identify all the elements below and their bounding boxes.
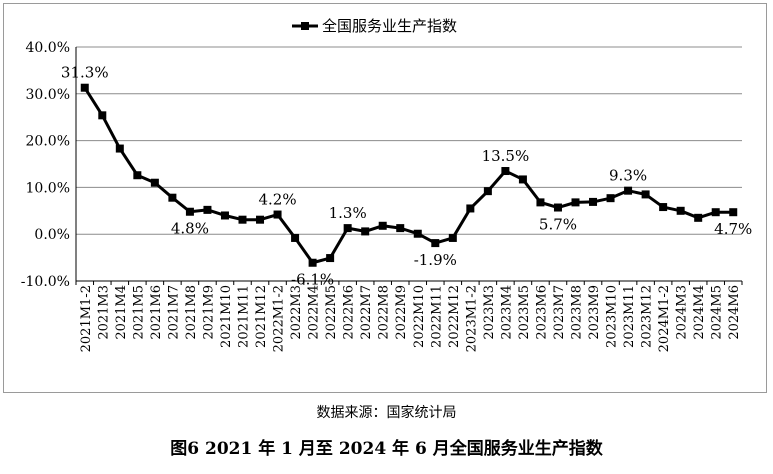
data-point bbox=[694, 213, 703, 222]
data-point bbox=[501, 167, 510, 176]
data-source: 数据来源：国家统计局 bbox=[316, 405, 457, 421]
data-label: 9.3% bbox=[609, 167, 647, 185]
x-tick-label: 2023M12 bbox=[640, 285, 655, 348]
x-tick-label: 2022M8 bbox=[377, 285, 392, 340]
y-tick-label: 30.0% bbox=[26, 87, 70, 103]
data-point bbox=[431, 239, 440, 248]
data-point bbox=[659, 203, 668, 212]
data-point bbox=[553, 203, 562, 212]
data-point bbox=[448, 233, 457, 242]
data-label: -6.1% bbox=[291, 271, 334, 289]
y-tick-label: 10.0% bbox=[26, 180, 70, 196]
x-tick-label: 2024M4 bbox=[692, 285, 707, 340]
data-point bbox=[203, 205, 212, 214]
x-tick-label: 2021M4 bbox=[114, 285, 129, 340]
line-chart: -10.0%0.0%10.0%20.0%30.0%40.0%2021M1-2 20… bbox=[21, 17, 753, 352]
data-point bbox=[571, 198, 580, 207]
x-tick-label: 2023M5 bbox=[517, 285, 532, 340]
data-label: 4.2% bbox=[258, 191, 296, 209]
data-point bbox=[291, 233, 300, 242]
x-tick-label: 2023M4 bbox=[499, 285, 514, 340]
x-tick-label: 2023M7 bbox=[552, 285, 567, 340]
data-point bbox=[273, 210, 282, 219]
x-tick-label: 2024M6 bbox=[727, 285, 742, 340]
x-tick-label: 2023M8 bbox=[570, 285, 585, 340]
data-point bbox=[308, 258, 317, 267]
x-tick-label: 2023M10 bbox=[605, 285, 620, 348]
data-point bbox=[256, 215, 265, 224]
data-point bbox=[361, 227, 370, 236]
data-point bbox=[518, 175, 527, 184]
data-point bbox=[641, 190, 650, 199]
data-point bbox=[80, 83, 89, 92]
x-tick-label: 2024M5 bbox=[710, 285, 725, 340]
x-tick-label: 2024M3 bbox=[675, 285, 690, 340]
data-label: 31.3% bbox=[61, 64, 109, 82]
data-point bbox=[168, 193, 177, 202]
data-label: 4.8% bbox=[171, 220, 209, 238]
x-tick-label: 2021M10 bbox=[219, 285, 234, 348]
data-label: 5.7% bbox=[539, 216, 577, 234]
legend-marker bbox=[301, 22, 309, 30]
x-tick-label: 2021M7 bbox=[166, 285, 181, 340]
data-point bbox=[676, 206, 685, 215]
x-tick-label: 2022M1-2 bbox=[272, 285, 287, 352]
x-tick-label: 2022M11 bbox=[429, 285, 444, 348]
x-tick-label: 2023M1-2 bbox=[464, 285, 479, 352]
data-point bbox=[326, 254, 335, 263]
data-point bbox=[115, 144, 124, 153]
data-point bbox=[98, 111, 107, 120]
y-tick-label: 40.0% bbox=[26, 40, 70, 56]
data-point bbox=[185, 207, 194, 216]
x-tick-label: 2022M5 bbox=[324, 285, 339, 340]
data-label: -1.9% bbox=[414, 251, 457, 269]
x-tick-label: 2021M9 bbox=[201, 285, 216, 340]
data-point bbox=[220, 211, 229, 220]
data-label: 13.5% bbox=[482, 147, 530, 165]
x-tick-label: 2021M11 bbox=[237, 285, 252, 348]
data-point bbox=[466, 204, 475, 213]
x-tick-label: 2023M9 bbox=[587, 285, 602, 340]
x-tick-label: 2022M3 bbox=[289, 285, 304, 340]
data-label: 4.7% bbox=[714, 220, 752, 238]
x-tick-label: 2021M6 bbox=[149, 285, 164, 340]
data-point bbox=[133, 171, 142, 180]
data-point bbox=[238, 215, 247, 224]
x-tick-label: 2023M3 bbox=[482, 285, 497, 340]
data-point bbox=[729, 208, 738, 217]
x-tick-label: 2022M4 bbox=[307, 285, 322, 340]
legend-label: 全国服务业生产指数 bbox=[322, 17, 457, 35]
x-tick-label: 2022M9 bbox=[394, 285, 409, 340]
data-point bbox=[413, 229, 422, 238]
y-tick-label: 0.0% bbox=[34, 227, 70, 243]
y-tick-label: -10.0% bbox=[21, 274, 70, 290]
x-tick-label: 2024M1-2 bbox=[657, 285, 672, 352]
x-tick-label: 2022M6 bbox=[342, 285, 357, 340]
data-point bbox=[536, 198, 545, 207]
x-tick-label: 2021M5 bbox=[131, 285, 146, 340]
data-point bbox=[606, 194, 615, 203]
data-point bbox=[378, 221, 387, 230]
data-label: 1.3% bbox=[329, 204, 367, 222]
x-tick-label: 2021M1-2 bbox=[79, 285, 94, 352]
x-tick-label: 2022M7 bbox=[359, 285, 374, 340]
y-tick-label: 20.0% bbox=[26, 134, 70, 150]
data-point bbox=[396, 224, 405, 233]
x-tick-label: 2022M10 bbox=[412, 285, 427, 348]
x-tick-label: 2021M8 bbox=[184, 285, 199, 340]
data-point bbox=[483, 187, 492, 196]
data-point bbox=[343, 224, 352, 233]
data-point bbox=[711, 208, 720, 217]
x-tick-label: 2023M11 bbox=[622, 285, 637, 348]
chart-frame bbox=[3, 3, 767, 393]
x-tick-label: 2023M6 bbox=[534, 285, 549, 340]
data-point bbox=[589, 197, 598, 206]
data-point bbox=[150, 178, 159, 187]
x-tick-label: 2021M3 bbox=[96, 285, 111, 340]
x-tick-label: 2022M12 bbox=[447, 285, 462, 348]
data-point bbox=[624, 186, 633, 195]
figure-caption: 图6 2021 年 1 月至 2024 年 6 月全国服务业生产指数 bbox=[170, 439, 603, 459]
x-tick-label: 2021M12 bbox=[254, 285, 269, 348]
